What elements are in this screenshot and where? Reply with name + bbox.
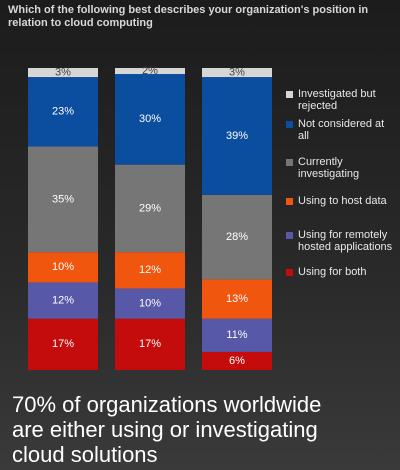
value-label: 12%	[52, 294, 74, 306]
legend-label: Not considered at all	[298, 118, 385, 142]
value-label: 39%	[226, 130, 248, 142]
value-label: 23%	[52, 106, 74, 118]
value-label: 28%	[226, 231, 248, 243]
chart-title: Which of the following best describes yo…	[8, 4, 369, 29]
bar-segment	[28, 282, 98, 319]
legend-swatch	[286, 121, 293, 128]
bar-segment	[115, 252, 185, 289]
value-label: 3%	[229, 66, 245, 78]
bar-segment	[202, 318, 272, 352]
value-label: 2%	[142, 65, 158, 77]
bar-segment	[202, 279, 272, 319]
value-label: 17%	[52, 338, 74, 350]
bar-segment	[28, 318, 98, 370]
legend-swatch	[286, 269, 293, 276]
bar-segment	[115, 288, 185, 319]
value-label: 11%	[226, 329, 247, 341]
caption: 70% of organizations worldwide are eithe…	[12, 392, 322, 467]
legend-label: Investigated but rejected	[298, 88, 376, 112]
legend-item: Using for remotely hosted applications	[286, 229, 398, 253]
legend-label: Using for remotely hosted applications	[298, 229, 393, 253]
value-label: 3%	[55, 66, 71, 78]
bar-segment	[28, 252, 98, 283]
bar-segment	[202, 351, 272, 370]
bar-segment	[115, 318, 185, 370]
legend-item: Not considered at all	[286, 118, 398, 142]
value-label: 29%	[139, 202, 161, 214]
legend-swatch	[286, 159, 293, 166]
bar-segment	[115, 164, 185, 253]
bar-segment	[115, 68, 185, 75]
bar-segment	[115, 74, 185, 165]
legend-swatch	[286, 91, 293, 98]
legend-swatch	[286, 232, 293, 239]
legend-item: Using to host data	[286, 195, 398, 207]
value-label: 10%	[52, 261, 74, 273]
legend-label: Currently investigating	[298, 156, 360, 180]
bar-segment	[202, 194, 272, 280]
legend-item: Using for both	[286, 266, 398, 278]
bar-segment	[28, 68, 98, 78]
value-label: 35%	[52, 193, 74, 205]
bar-segment	[28, 77, 98, 147]
legend-item: Currently investigating	[286, 156, 398, 180]
legend-swatch	[286, 198, 293, 205]
value-label: 13%	[226, 293, 248, 305]
value-label: 17%	[139, 338, 161, 350]
value-label: 10%	[139, 297, 161, 309]
legend-label: Using to host data	[298, 195, 387, 207]
value-label: 12%	[139, 264, 161, 276]
bar-segment	[28, 146, 98, 253]
legend-label: Using for both	[298, 266, 367, 278]
bar-segment	[202, 68, 272, 78]
value-label: 6%	[229, 355, 245, 367]
legend-item: Investigated but rejected	[286, 88, 398, 112]
value-label: 30%	[139, 113, 161, 125]
bar-segment	[202, 77, 272, 195]
